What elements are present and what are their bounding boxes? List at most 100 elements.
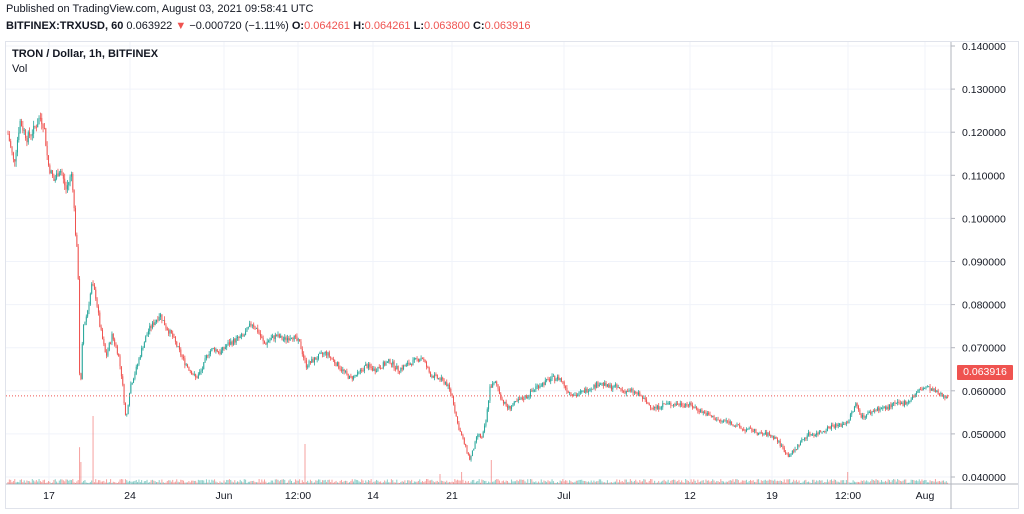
candle-body [25,130,27,139]
volume-bar [153,480,155,484]
volume-bar [458,480,460,484]
candle-body [365,364,367,366]
candle-body [404,365,406,367]
volume-bar [601,481,603,484]
volume-bar [80,462,82,484]
volume-bar [733,481,735,484]
volume-bar [218,482,220,484]
volume-bar [806,482,808,484]
volume-bar [61,479,63,484]
volume-bar [524,481,526,484]
candle-body [804,437,805,440]
candle-body [304,357,306,361]
candle-body [165,325,167,329]
candle-body [705,412,707,416]
volume-bar [647,482,649,484]
candle-body [651,407,653,409]
candle-body [53,175,55,181]
candle-body [810,434,812,436]
volume-bar [855,482,857,484]
candle-body [697,408,699,411]
candle-body [264,341,265,344]
volume-bar [473,479,475,484]
candle-body [378,367,380,369]
candle-body [114,339,116,345]
volume-bar [370,479,372,484]
candle-body [168,330,170,334]
candle-body [740,427,742,429]
volume-bar [554,482,556,484]
chart-legend-title: TRON / Dollar, 1h, BITFINEX [12,48,159,60]
volume-bar [801,482,803,484]
candle-body [872,411,874,412]
candle-body [922,388,924,391]
candle-body [774,437,776,439]
volume-bar [60,479,62,484]
candle-body [226,345,228,348]
candle-body [616,384,618,388]
volume-bar [346,480,348,484]
candle-body [916,392,918,395]
volume-bar [863,480,865,484]
candle-body [176,341,178,347]
volume-bar [234,480,236,484]
candle-body [721,421,723,422]
chart-pane[interactable] [5,41,1019,509]
volume-bar [54,479,56,484]
volume-bar [570,481,572,484]
candle-body [357,371,359,376]
volume-bar [862,481,864,484]
volume-bar [678,479,680,484]
candle-body [498,388,500,394]
candle-body [643,398,645,399]
candle-body [741,428,743,430]
candle-body [200,370,202,372]
candle-body [154,321,156,325]
candle-body [828,426,830,428]
candle-body [19,120,21,133]
volume-bar [58,480,60,484]
candle-body [845,422,847,425]
volume-bar [138,479,140,484]
candle-body [681,403,683,406]
volume-bar [451,481,453,484]
candle-body [23,130,25,132]
volume-bar [914,480,916,484]
candle-body [108,343,110,351]
candle-body [374,368,376,372]
high-label: H: [353,20,365,32]
candle-body [914,394,916,397]
volume-bar [639,480,641,484]
volume-bar [203,480,205,484]
candle-body [339,368,341,370]
price-tick-label: 0.090000 [962,257,1006,269]
volume-bar [926,482,928,484]
volume-bar [794,481,796,484]
candle-body [184,358,186,365]
volume-bar [686,480,688,484]
volume-bar [870,481,872,484]
volume-bar [781,480,783,484]
volume-bar [227,480,229,484]
volume-bar [613,481,615,484]
volume-bar [772,480,774,484]
volume-bar [189,482,191,484]
candle-body [161,314,163,321]
candle-body [303,354,305,358]
volume-bar [821,480,823,484]
candle-body [944,395,946,398]
candle-body [57,173,59,177]
candle-body [798,444,800,446]
candle-body [841,424,843,427]
candle-body [764,432,766,435]
volume-bar [828,481,830,484]
volume-bar [29,481,31,484]
volume-bar [702,480,704,484]
volume-bar [808,481,810,484]
volume-bar [369,480,371,484]
candle-body [601,382,603,384]
volume-bar [350,480,352,484]
volume-bar [92,416,94,484]
candle-body [817,432,819,435]
